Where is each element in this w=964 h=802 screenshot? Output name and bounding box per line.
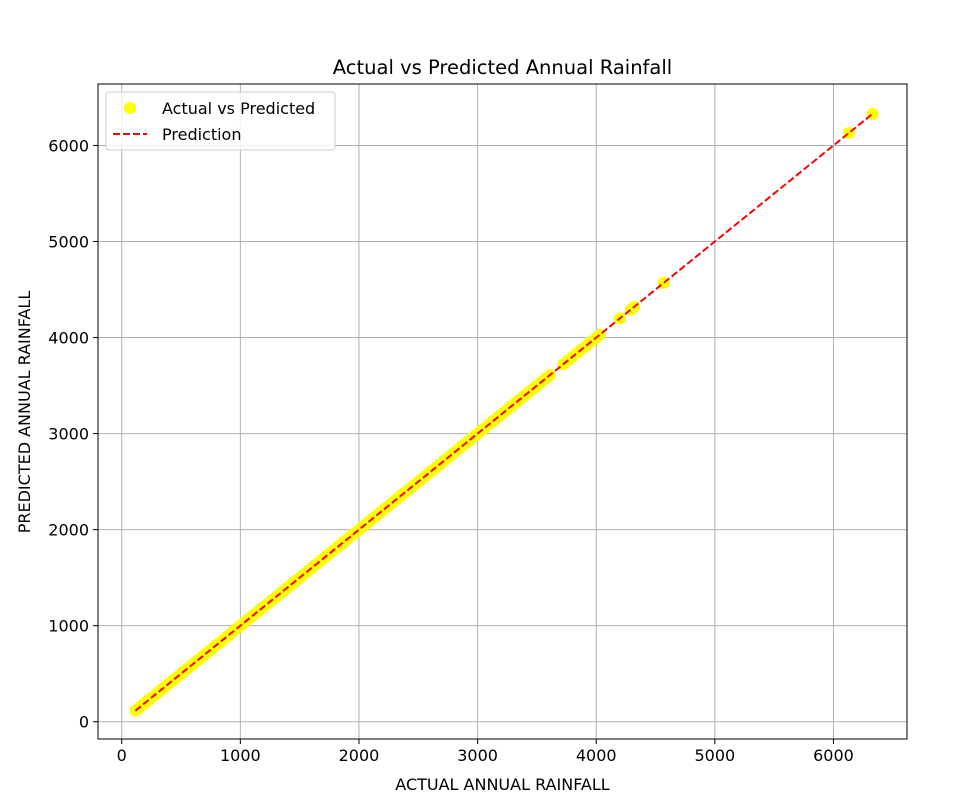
y-tick-label: 1000	[48, 617, 89, 636]
x-axis-label: ACTUAL ANNUAL RAINFALL	[395, 775, 610, 794]
x-tick-label: 3000	[457, 746, 498, 765]
series-layer	[129, 107, 879, 717]
y-tick-label: 2000	[48, 521, 89, 540]
x-tick-label: 1000	[220, 746, 261, 765]
x-tick-label: 6000	[813, 746, 854, 765]
y-tick-label: 4000	[48, 329, 89, 348]
legend-box	[105, 91, 336, 151]
y-axis-label: PREDICTED ANNUAL RAINFALL	[15, 291, 34, 534]
prediction-line	[134, 112, 874, 712]
axis-ticks: 0 1000 2000 3000 4000 5000 6000 0 1000 2000 3000 40…	[48, 136, 854, 765]
x-tick-label: 0	[117, 746, 127, 765]
y-tick-label: 3000	[48, 425, 89, 444]
chart-title: Actual vs Predicted Annual Rainfall	[333, 56, 672, 79]
x-tick-label: 2000	[339, 746, 380, 765]
legend: Actual vs Predicted Prediction	[105, 91, 336, 151]
plot-area-frame	[97, 83, 908, 740]
legend-entry-actual-vs-predicted: Actual vs Predicted	[162, 99, 315, 118]
y-tick-label: 6000	[48, 136, 89, 155]
x-tick-label: 5000	[694, 746, 735, 765]
legend-entry-prediction: Prediction	[162, 125, 241, 144]
x-tick-label: 4000	[576, 746, 617, 765]
y-tick-label: 5000	[48, 233, 89, 252]
legend-marker-scatter	[124, 102, 136, 114]
y-tick-label: 0	[79, 713, 89, 732]
